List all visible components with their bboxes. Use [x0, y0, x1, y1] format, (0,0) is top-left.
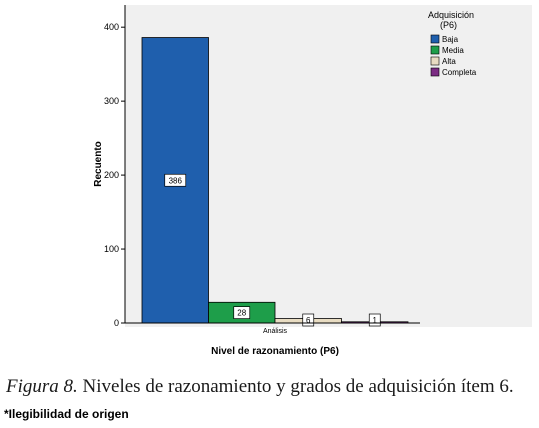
y-tick-label: 100: [104, 244, 119, 254]
data-label: 28: [237, 309, 246, 318]
data-labels-group: 386 28 6 1: [164, 173, 381, 327]
data-label-box: [302, 313, 315, 327]
y-tick-label: 400: [104, 22, 119, 32]
figure-caption-body: Niveles de razonamiento y grados de adqu…: [78, 376, 514, 397]
legend-title: Adquisición: [428, 10, 474, 20]
legend-label: Baja: [442, 35, 459, 44]
y-tick-label: 200: [104, 170, 119, 180]
x-axis-title: Nivel de razonamiento (P6): [211, 346, 339, 357]
y-ticks-group: 0 100 200 300 400: [104, 22, 125, 328]
data-label: 6: [306, 316, 311, 325]
data-label-box: [164, 173, 187, 187]
y-axis-title: Recuento: [93, 141, 104, 187]
legend-swatch-completa: [430, 67, 440, 77]
data-label-box: [233, 306, 251, 319]
y-tick-label: 0: [114, 318, 119, 328]
legend-label: Media: [442, 46, 464, 55]
legend-label: Completa: [442, 68, 477, 77]
legend-swatch-baja: [430, 34, 440, 44]
data-label-box: [368, 313, 381, 327]
data-label: 1: [373, 316, 378, 325]
legend: Adquisición (P6) Baja Media Alta Completa: [428, 10, 477, 77]
legend-swatch-media: [430, 45, 440, 55]
figure-caption: Figura 8. Niveles de razonamiento y grad…: [5, 376, 514, 397]
y-tick-label: 300: [104, 96, 119, 106]
figure-caption-prefix: Figura 8.: [5, 376, 78, 397]
data-label: 386: [169, 176, 183, 185]
legend-label: Alta: [442, 57, 456, 66]
x-category-label: Análisis: [263, 328, 288, 335]
legend-swatch-alta: [430, 56, 440, 66]
legend-subtitle: (P6): [440, 20, 457, 30]
figure-note: *Ilegibilidad de origen: [4, 407, 129, 421]
